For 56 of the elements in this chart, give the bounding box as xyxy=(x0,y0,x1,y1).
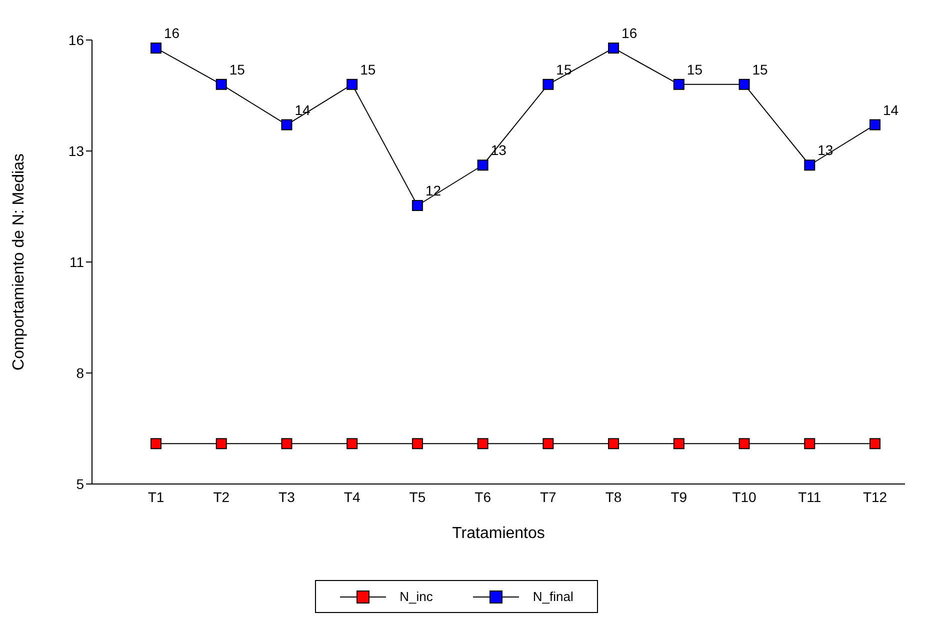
x-tick-label: T10 xyxy=(732,488,757,505)
data-label: 15 xyxy=(686,61,703,78)
x-tick-label: T6 xyxy=(474,488,492,505)
x-tick-label: T8 xyxy=(605,488,622,505)
x-tick-label: T5 xyxy=(409,488,426,505)
y-axis-title: Comportamiento de N: Medias xyxy=(10,154,28,370)
point xyxy=(346,438,358,450)
point xyxy=(542,438,554,450)
y-tick-label: 13 xyxy=(68,142,84,159)
point xyxy=(281,119,292,130)
point xyxy=(216,438,227,450)
data-label: 15 xyxy=(556,61,572,78)
point xyxy=(542,78,554,90)
y-tick-label: 8 xyxy=(76,364,84,381)
point xyxy=(150,438,162,450)
point xyxy=(608,42,620,54)
point xyxy=(281,438,292,450)
data-label: 16 xyxy=(622,25,638,42)
data-label: 12 xyxy=(425,182,442,198)
point xyxy=(216,78,227,90)
data-label: 14 xyxy=(883,102,899,118)
point xyxy=(870,438,880,450)
point xyxy=(738,78,750,90)
point xyxy=(608,438,620,450)
point xyxy=(150,42,162,54)
y-tick-label: 5 xyxy=(76,476,84,492)
data-label: 15 xyxy=(360,61,376,78)
x-tick-label: T12 xyxy=(862,488,888,505)
point xyxy=(870,119,880,130)
point xyxy=(673,438,684,450)
x-tick-label: T2 xyxy=(213,488,230,505)
point xyxy=(804,438,816,450)
legend-label: N_inc xyxy=(400,589,433,604)
y-tick-label: 11 xyxy=(69,254,84,270)
x-tick-label: T4 xyxy=(344,488,360,505)
x-tick-label: T3 xyxy=(278,488,296,505)
point xyxy=(412,438,423,450)
point xyxy=(477,160,488,171)
point xyxy=(346,78,358,90)
x-tick-label: T9 xyxy=(670,488,688,505)
x-tick-label: T1 xyxy=(148,488,164,505)
point xyxy=(412,200,423,211)
data-label: 13 xyxy=(818,142,834,158)
point xyxy=(804,160,816,171)
point xyxy=(673,78,684,90)
x-tick-label: T11 xyxy=(798,488,822,505)
data-label: 15 xyxy=(229,61,246,78)
legend-label: N_final xyxy=(532,589,574,604)
x-tick-label: T7 xyxy=(540,488,557,505)
data-label: 16 xyxy=(164,25,180,42)
data-label: 14 xyxy=(294,102,311,118)
point xyxy=(477,438,488,450)
x-axis-title: Tratamientos xyxy=(452,525,545,542)
data-label: 15 xyxy=(752,61,768,78)
y-tick-label: 16 xyxy=(68,32,84,48)
point xyxy=(738,438,750,450)
